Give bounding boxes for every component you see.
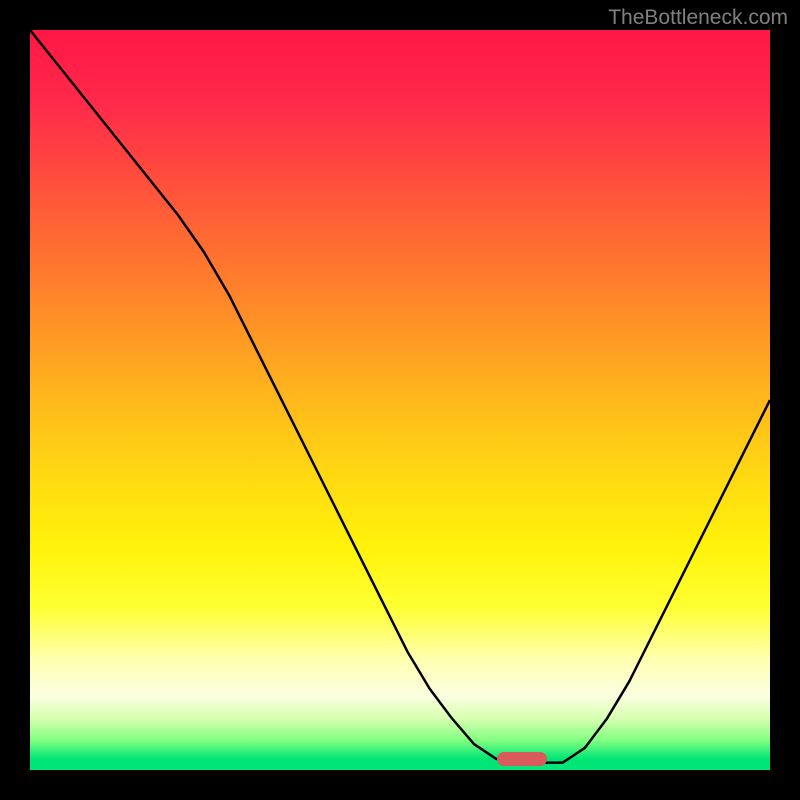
bottleneck-curve [30, 30, 770, 770]
bottleneck-chart [30, 30, 770, 770]
watermark-text: TheBottleneck.com [608, 6, 788, 30]
optimal-marker [497, 752, 547, 766]
